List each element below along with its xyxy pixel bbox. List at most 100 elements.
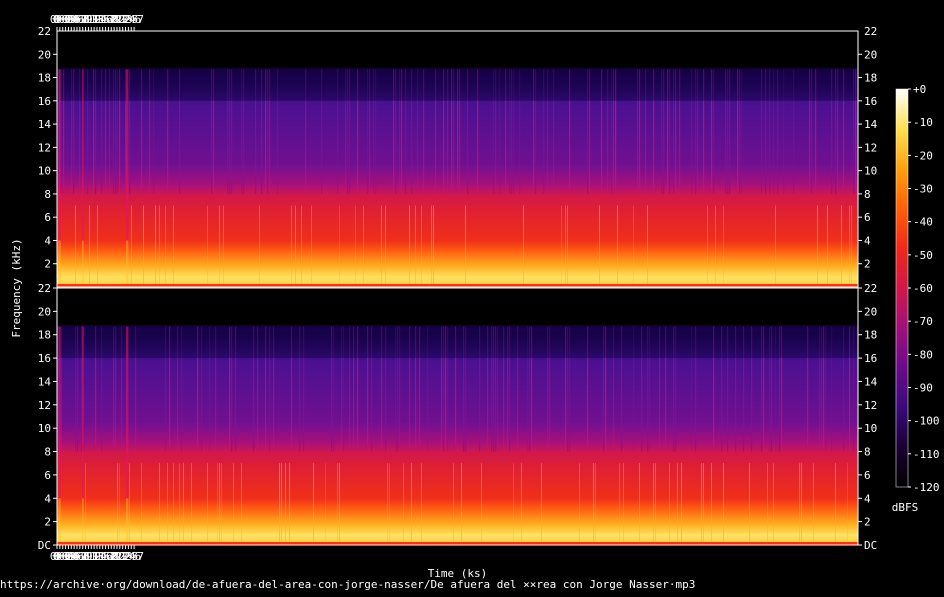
y-tick-label-right: 10	[864, 422, 877, 435]
y-tick-label-right: 12	[864, 141, 877, 154]
y-tick-label-left: 6	[44, 469, 51, 482]
y-tick-label-left: 12	[38, 399, 51, 412]
colorbar-label: dBFS	[892, 501, 919, 514]
y-tick-label-right: 22	[864, 282, 877, 295]
x-tick-label-top: 0·5	[61, 13, 81, 26]
x-tick-label-top: 1·1	[78, 13, 98, 26]
y-tick-label-right: 6	[864, 469, 871, 482]
x-tick-label-top: 2·3	[113, 13, 133, 26]
x-tick-label-top: 0·9	[73, 13, 93, 26]
x-tick-label-top: 0·1	[50, 13, 70, 26]
x-tick-label-top: 1	[82, 13, 89, 26]
x-tick-label-bottom: 0·5	[61, 550, 81, 563]
colorbar-tick-label: -120	[913, 481, 940, 494]
x-tick-label-bottom: 0·3	[56, 550, 76, 563]
x-tick-label-bottom: 2·3	[113, 550, 133, 563]
x-tick-label-top: 0·3	[56, 13, 76, 26]
x-tick-label-bottom: 2·6	[121, 550, 141, 563]
colorbar-tick-label: -50	[913, 249, 933, 262]
y-tick-label-right: 16	[864, 352, 877, 365]
colorbar-tick-label: -80	[913, 348, 933, 361]
y-tick-label-left: 22	[38, 25, 51, 38]
x-tick-label-bottom: 1·9	[101, 550, 121, 563]
y-tick-label-right: 20	[864, 305, 877, 318]
y-tick-label-right: 4	[864, 234, 871, 247]
y-tick-label-left: 10	[38, 422, 51, 435]
y-tick-label-right: 18	[864, 329, 877, 342]
y-tick-label-right: 10	[864, 165, 877, 178]
x-tick-label-top: 1·6	[93, 13, 113, 26]
y-tick-label-left: 18	[38, 329, 51, 342]
y-tick-label-left: 20	[38, 48, 51, 61]
x-tick-label-bottom: 0·9	[73, 550, 93, 563]
x-tick-label-bottom: 0·6	[64, 550, 84, 563]
y-tick-label-right: 4	[864, 492, 871, 505]
x-tick-label-bottom: 0·2	[53, 550, 73, 563]
colorbar-tick-label: -20	[913, 149, 933, 162]
channel-2-background	[57, 288, 858, 545]
y-tick-label-left: 12	[38, 141, 51, 154]
x-tick-label-bottom: 1·5	[90, 550, 110, 563]
x-tick-label-top: 2·6	[121, 13, 141, 26]
y-tick-label-left: 8	[44, 188, 51, 201]
x-tick-label-top: 2·7	[124, 13, 144, 26]
y-tick-label-right: 6	[864, 211, 871, 224]
x-tick-label-bottom: 2·4	[116, 550, 136, 563]
colorbar-tick-label: -90	[913, 382, 933, 395]
x-tick-label-top: 1·8	[98, 13, 118, 26]
x-tick-label-bottom: 1·7	[96, 550, 116, 563]
x-tick-label-bottom: 0·1	[50, 550, 70, 563]
y-tick-label-left: 16	[38, 352, 51, 365]
x-tick-label-bottom: 2·7	[124, 550, 144, 563]
y-tick-label-left: 6	[44, 211, 51, 224]
x-tick-label-bottom: 1·2	[81, 550, 101, 563]
x-tick-label-bottom: 1·8	[98, 550, 118, 563]
x-tick-label-top: 0·6	[64, 13, 84, 26]
colorbar-tick-label: -10	[913, 116, 933, 129]
y-tick-label-left: 16	[38, 95, 51, 108]
x-tick-label-bottom: 0·4	[58, 550, 78, 563]
x-tick-label-bottom: 1·6	[93, 550, 113, 563]
x-tick-label-bottom: 0	[54, 550, 61, 563]
x-tick-label-top: 2·5	[118, 13, 138, 26]
x-tick-label-bottom: 2	[111, 550, 118, 563]
x-tick-label-bottom: 1·4	[87, 550, 107, 563]
x-tick-label-bottom: 1·1	[78, 550, 98, 563]
colorbar-tick-label: -70	[913, 315, 933, 328]
y-tick-label-left: 14	[38, 375, 52, 388]
x-tick-label-bottom: 0·8	[70, 550, 90, 563]
x-tick-label-bottom: 1	[82, 550, 89, 563]
y-tick-label-left: 18	[38, 72, 51, 85]
colorbar	[895, 88, 909, 488]
colorbar-tick-label: -40	[913, 216, 933, 229]
y-tick-label-right: 8	[864, 188, 871, 201]
x-tick-label-bottom: 1·3	[84, 550, 104, 563]
colorbar-tick-label: -110	[913, 448, 940, 461]
y-tick-label-right: DC	[864, 539, 877, 552]
y-tick-label-left: 22	[38, 282, 51, 295]
x-tick-label-top: 1·7	[96, 13, 116, 26]
y-tick-label-right: 16	[864, 95, 877, 108]
y-tick-label-left: 4	[44, 234, 51, 247]
y-tick-label-right: 14	[864, 118, 878, 131]
y-tick-label-left: 20	[38, 305, 51, 318]
x-tick-label-top: 1·2	[81, 13, 101, 26]
x-tick-label-top: 1·5	[90, 13, 110, 26]
x-tick-label-bottom: 2·2	[110, 550, 130, 563]
x-tick-label-top: 1·3	[84, 13, 104, 26]
x-tick-label-top: 0·8	[70, 13, 90, 26]
x-tick-label-top: 0·7	[67, 13, 87, 26]
colorbar-tick-label: -100	[913, 415, 940, 428]
x-tick-label-bottom: 2·5	[118, 550, 138, 563]
y-tick-label-right: 14	[864, 375, 878, 388]
y-tick-label-left: 14	[38, 118, 52, 131]
x-tick-label-top: 2·4	[116, 13, 136, 26]
x-tick-label-top: 1·9	[101, 13, 121, 26]
y-tick-label-right: 2	[864, 516, 871, 529]
colorbar-tick-label: +0	[913, 83, 926, 96]
x-tick-label-top: 0·2	[53, 13, 73, 26]
